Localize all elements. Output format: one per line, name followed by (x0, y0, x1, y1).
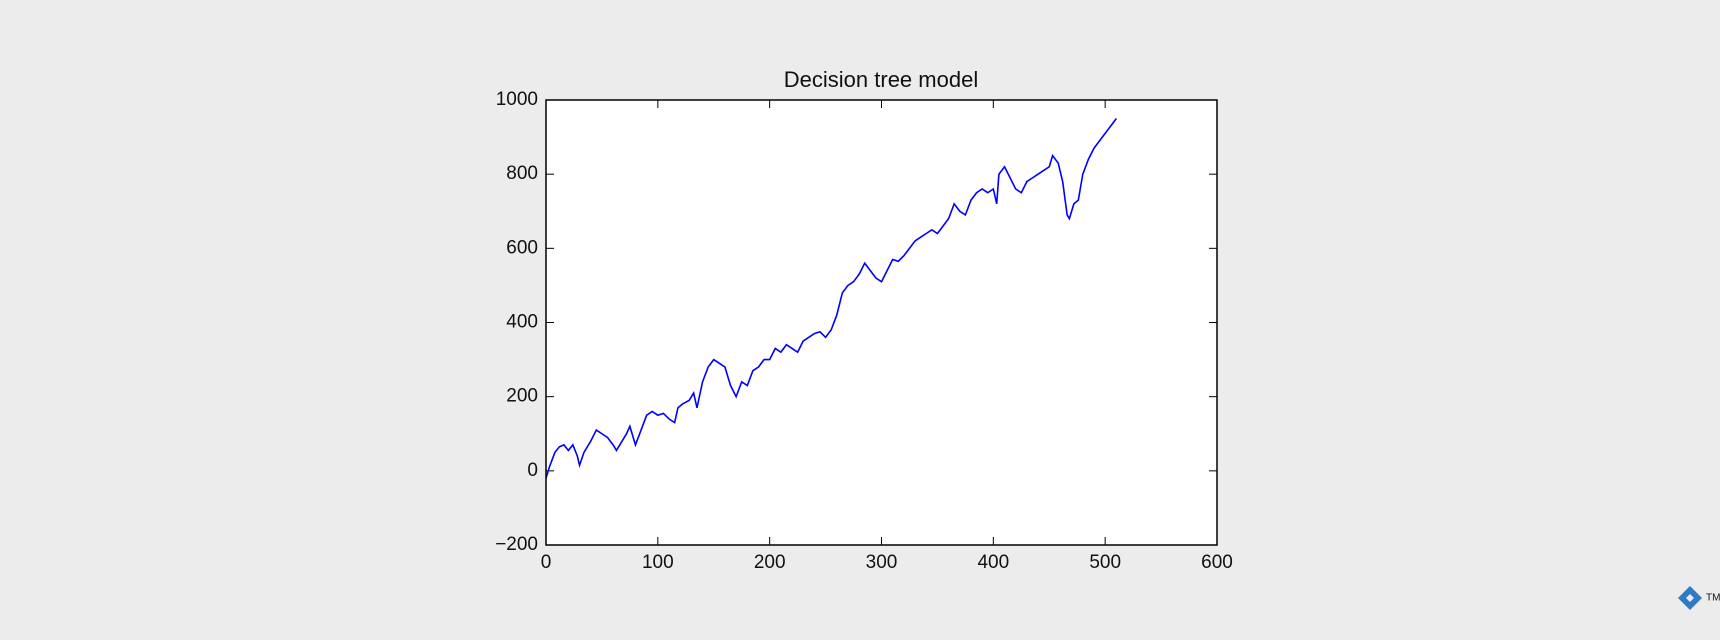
y-tick-label: 1000 (496, 89, 538, 110)
x-tick-label: 500 (1089, 552, 1121, 573)
y-tick-label: −200 (495, 534, 538, 555)
y-tick-label: 200 (506, 386, 538, 407)
y-tick-label: 800 (506, 163, 538, 184)
logo: TM (1678, 586, 1720, 610)
plot-area (546, 100, 1217, 545)
x-tick-label: 600 (1201, 552, 1233, 573)
x-tick-label: 200 (754, 552, 786, 573)
y-tick-label: 600 (506, 237, 538, 258)
chart-title: Decision tree model (784, 67, 978, 92)
line (545, 118, 1117, 479)
x-tick-label: 0 (541, 552, 552, 573)
y-tick-label: 0 (527, 460, 538, 481)
x-tick-label: 100 (642, 552, 674, 573)
x-tick-label: 400 (977, 552, 1009, 573)
x-tick-label: 300 (866, 552, 898, 573)
y-tick-label: 400 (506, 312, 538, 333)
watermark: TM (1706, 593, 1720, 604)
plot-frame (545, 99, 1218, 546)
